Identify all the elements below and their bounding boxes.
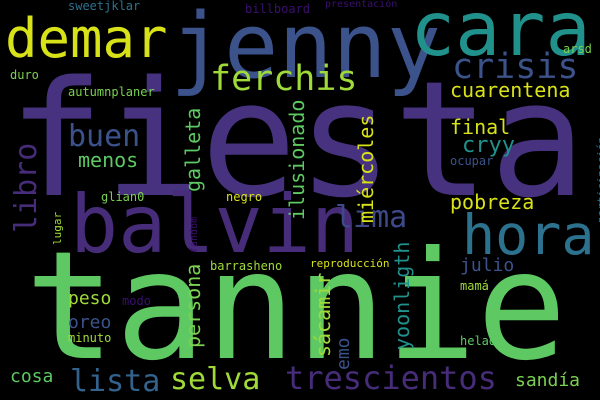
- word-49: helado: [460, 334, 504, 348]
- word-20: galleta: [181, 107, 205, 192]
- word-24: sácamir: [311, 272, 335, 357]
- word-18: menos: [78, 148, 139, 172]
- word-45: reproducción: [310, 257, 390, 270]
- word-3: balvin: [70, 178, 359, 271]
- word-4: cara: [410, 0, 591, 73]
- word-12: libro: [9, 142, 44, 233]
- word-40: glian0: [101, 190, 145, 204]
- word-38: participación: [595, 136, 600, 223]
- word-10: selva: [170, 362, 261, 397]
- word-48: minuto: [68, 331, 112, 345]
- word-1: tannie: [25, 220, 567, 394]
- word-7: ferchis: [210, 59, 358, 99]
- word-47: modo: [122, 294, 151, 308]
- word-27: peso: [68, 288, 112, 309]
- word-25: persona: [181, 263, 205, 348]
- word-15: cuarentena: [450, 78, 571, 102]
- word-32: sweetjklar: [68, 0, 141, 13]
- word-16: final: [450, 115, 511, 139]
- word-2: jenny: [170, 0, 441, 99]
- word-31: sandía: [515, 370, 581, 391]
- word-5: demar: [5, 7, 168, 70]
- word-23: yoonligth: [390, 241, 414, 350]
- word-35: autumnplaner: [68, 85, 155, 99]
- word-29: cosa: [10, 366, 54, 387]
- word-41: negro: [226, 190, 263, 204]
- word-17: cryy: [462, 133, 515, 158]
- word-44: barrasheno: [210, 259, 283, 273]
- word-14: lima: [335, 200, 408, 235]
- word-39: ocupar: [450, 154, 494, 168]
- word-6: hora: [462, 203, 595, 267]
- word-0: fiesta: [8, 46, 586, 233]
- word-19: pobreza: [450, 190, 535, 214]
- word-42: fandom: [189, 216, 200, 253]
- word-34: presentación: [325, 0, 398, 10]
- word-8: crisis: [452, 47, 579, 87]
- word-37: arsd: [563, 42, 592, 56]
- word-33: billboard: [245, 2, 311, 16]
- word-46: mamá: [460, 279, 489, 293]
- word-22: miércoles: [354, 114, 378, 223]
- word-9: trescientos: [285, 359, 497, 397]
- word-21: ilusionado: [285, 99, 309, 220]
- word-36: duro: [10, 68, 39, 82]
- word-30: emo: [333, 337, 354, 370]
- word-13: buen: [68, 119, 141, 154]
- word-43: lugar: [51, 211, 64, 245]
- word-11: lista: [70, 364, 161, 399]
- word-26: julio: [460, 255, 515, 276]
- word-28: oreo: [68, 312, 112, 333]
